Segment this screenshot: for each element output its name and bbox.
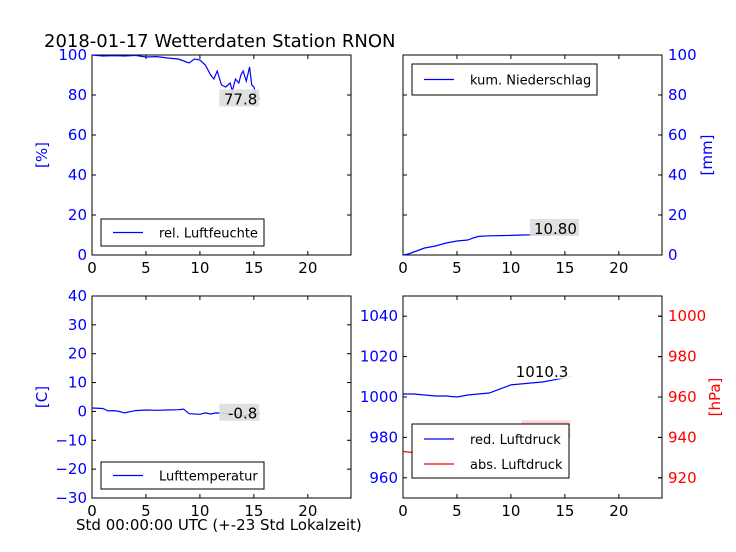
panel-2-ylabel: [mm] bbox=[698, 135, 716, 176]
panel-4-ytick-label: 1020 bbox=[360, 348, 398, 366]
panel-4-xtick-label: 5 bbox=[452, 502, 462, 520]
panel-2-xtick-label: 10 bbox=[501, 259, 520, 277]
panel-4-value-label-bg bbox=[512, 361, 571, 379]
panel-4-xtick-label: 15 bbox=[555, 502, 574, 520]
panel-2-ytick-label: 0 bbox=[668, 246, 678, 264]
panel-2-value-label: 10.80 bbox=[534, 220, 577, 238]
panel-3-ylabel: [C] bbox=[33, 386, 51, 408]
panel-2-value-label-bg bbox=[529, 219, 579, 236]
panel-2-legend-label-1: kum. Niederschlag bbox=[470, 74, 591, 89]
panel-1-xtick-label: 0 bbox=[87, 259, 97, 277]
panel-3-xtick-label: 20 bbox=[298, 502, 317, 520]
panel-1-ytick-label: 80 bbox=[68, 86, 87, 104]
panel-3-xtick-label: 15 bbox=[244, 502, 263, 520]
panel-1-xtick-label: 15 bbox=[244, 259, 263, 277]
panel-4-ytick-label: 980 bbox=[369, 428, 398, 446]
panel-1-ytick-label: 40 bbox=[68, 166, 87, 184]
panel-2-ytick-label: 40 bbox=[668, 166, 687, 184]
panel-4-ytick-label: 960 bbox=[369, 469, 398, 487]
panel-2-axes-frame bbox=[402, 54, 663, 256]
panel-3-xtick-label: 5 bbox=[141, 502, 151, 520]
panel-4-legend-label-1: red. Luftdruck bbox=[470, 433, 561, 448]
panel-1-value-label-bg bbox=[219, 89, 260, 107]
panel-1-xtick-label: 20 bbox=[298, 259, 317, 277]
panel-3-ytick-label: 40 bbox=[68, 287, 87, 305]
figure-title: 2018-01-17 Wetterdaten Station RNON bbox=[44, 31, 396, 52]
panel-1-axes-frame bbox=[91, 54, 352, 256]
panel-3-ytick-label: 20 bbox=[68, 345, 87, 363]
panel-3-ytick-label: −30 bbox=[55, 489, 87, 507]
panel-1-ytick-label: 20 bbox=[68, 206, 87, 224]
panel-3-value-label: -0.8 bbox=[228, 405, 257, 423]
panel-3-axes-frame bbox=[91, 295, 352, 499]
panel-2-ytick-label: 100 bbox=[668, 46, 697, 64]
panel-4-ytick-right-label: 1000 bbox=[668, 307, 706, 325]
panel-4-xtick-label: 10 bbox=[501, 502, 520, 520]
panel-2-ytick-label: 20 bbox=[668, 206, 687, 224]
panel-3-ytick-label: −10 bbox=[55, 431, 87, 449]
panel-3-ytick-label: 10 bbox=[68, 374, 87, 392]
panel-1-ytick-label: 60 bbox=[68, 126, 87, 144]
panel-1-series-line-1 bbox=[91, 54, 260, 100]
panel-4-xtick-label: 20 bbox=[609, 502, 628, 520]
panel-3-legend-label-1: Lufttemperatur bbox=[159, 470, 258, 485]
panel-4-legend-label-2: abs. Luftdruck bbox=[470, 458, 563, 473]
panel-2-xtick-label: 15 bbox=[555, 259, 574, 277]
panel-2-xtick-label: 5 bbox=[452, 259, 462, 277]
panel-3-value-label-bg bbox=[219, 403, 260, 421]
x-axis-label: Std 00:00:00 UTC (+-23 Std Lokalzeit) bbox=[76, 516, 362, 534]
panel-4-ytick-label: 1040 bbox=[360, 307, 398, 325]
panel-1-legend-label-1: rel. Luftfeuchte bbox=[159, 227, 258, 242]
panel-4-legend-box bbox=[411, 423, 570, 479]
panel-2-xtick-label: 0 bbox=[398, 259, 408, 277]
panel-3-ytick-label: 0 bbox=[77, 402, 87, 420]
panel-2-ytick-label: 60 bbox=[668, 126, 687, 144]
panel-3-xtick-label: 0 bbox=[87, 502, 97, 520]
panel-1-ytick-label: 100 bbox=[58, 46, 87, 64]
panel-3-ytick-label: −20 bbox=[55, 460, 87, 478]
panel-4-ytick-right-label: 940 bbox=[668, 428, 697, 446]
panel-1-xtick-label: 10 bbox=[190, 259, 209, 277]
panel-4-ytick-right-label: 960 bbox=[668, 388, 697, 406]
panel-4-value-label: 1010.3 bbox=[516, 363, 569, 381]
panel-2-xtick-label: 20 bbox=[609, 259, 628, 277]
panel-2-ytick-label: 80 bbox=[668, 86, 687, 104]
panel-4-ytick-right-label: 980 bbox=[668, 348, 697, 366]
panel-4-series-line-1 bbox=[403, 375, 571, 398]
panel-4-xtick-label: 0 bbox=[398, 502, 408, 520]
panel-4-ytick-right-label: 920 bbox=[668, 469, 697, 487]
panel-1-xtick-label: 5 bbox=[141, 259, 151, 277]
panel-1-ytick-label: 0 bbox=[77, 246, 87, 264]
panel-1-ylabel: [%] bbox=[33, 142, 51, 168]
panel-1-value-label: 77.8 bbox=[224, 90, 257, 108]
panel-3-xtick-label: 10 bbox=[190, 502, 209, 520]
panel-4-ylabel: [hPa] bbox=[706, 378, 724, 417]
panel-3-ytick-label: 30 bbox=[68, 316, 87, 334]
panel-4-ytick-label: 1000 bbox=[360, 388, 398, 406]
